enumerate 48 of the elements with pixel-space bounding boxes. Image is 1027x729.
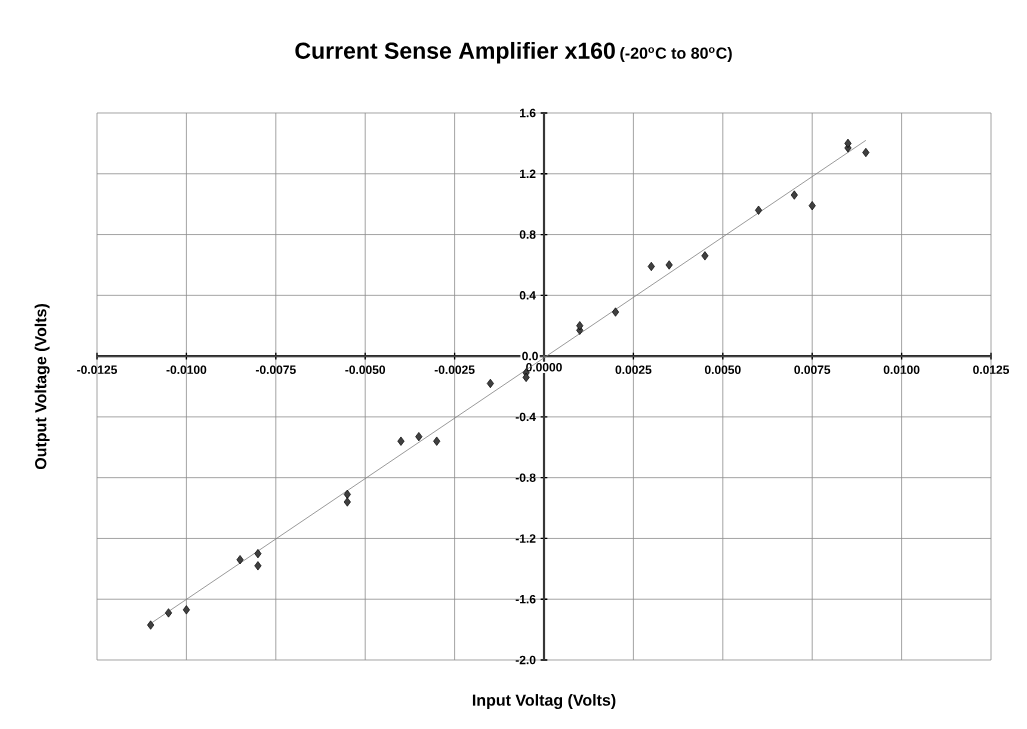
x-tick-label: -0.0125 [77,365,118,374]
point [862,147,870,158]
y-tick-label: 0.8 [519,230,536,239]
point [576,321,584,331]
x-tick-label: 0.0000 [526,363,562,372]
point [790,190,798,200]
y-tick-label: -0.4 [515,412,536,422]
point [844,138,852,148]
point [415,432,423,442]
point [647,261,655,272]
x-axis-title: Input Voltag (Volts) [472,694,616,710]
point [147,620,155,630]
point [611,307,620,317]
point [755,205,763,215]
point [254,549,262,559]
y-tick-label: -2.0 [515,655,536,665]
point [236,555,244,565]
x-tick-label: 0.0075 [794,365,831,374]
x-tick-label: 0.0100 [883,365,920,374]
y-tick-label: -0.8 [515,473,536,482]
point [164,608,173,618]
point [808,201,816,211]
x-tick-label: 0.0050 [704,365,741,374]
chart-title: Current Sense Amplifier x160 [295,41,615,64]
y-tick-label: 0.4 [519,291,536,300]
x-tick-label: 0.0125 [973,365,1010,374]
point [397,436,405,446]
point [522,372,530,382]
point [486,378,494,389]
x-tick-label: -0.0100 [166,365,207,374]
y-axis-title: Output Voltage (Volts) [34,304,50,470]
x-tick-label: -0.0050 [345,365,386,374]
y-tick-label: 1.2 [520,169,536,178]
point [701,251,709,261]
chart-subtitle: (-20$^{o}$C to 80$^{o}$C) [620,47,732,62]
x-tick-label: 0.0025 [615,365,652,374]
y-tick-label: -1.6 [515,594,536,604]
y-tick-label: 0.0 [522,351,538,361]
y-tick-label: -1.2 [515,534,536,543]
point [343,489,351,499]
point [665,260,673,270]
y-tick-label: 1.6 [520,108,536,118]
point [343,497,351,507]
point [254,561,262,571]
x-tick-label: -0.0025 [434,365,475,374]
x-tick-label: -0.0075 [255,365,296,374]
point [182,605,190,615]
point [433,436,441,446]
